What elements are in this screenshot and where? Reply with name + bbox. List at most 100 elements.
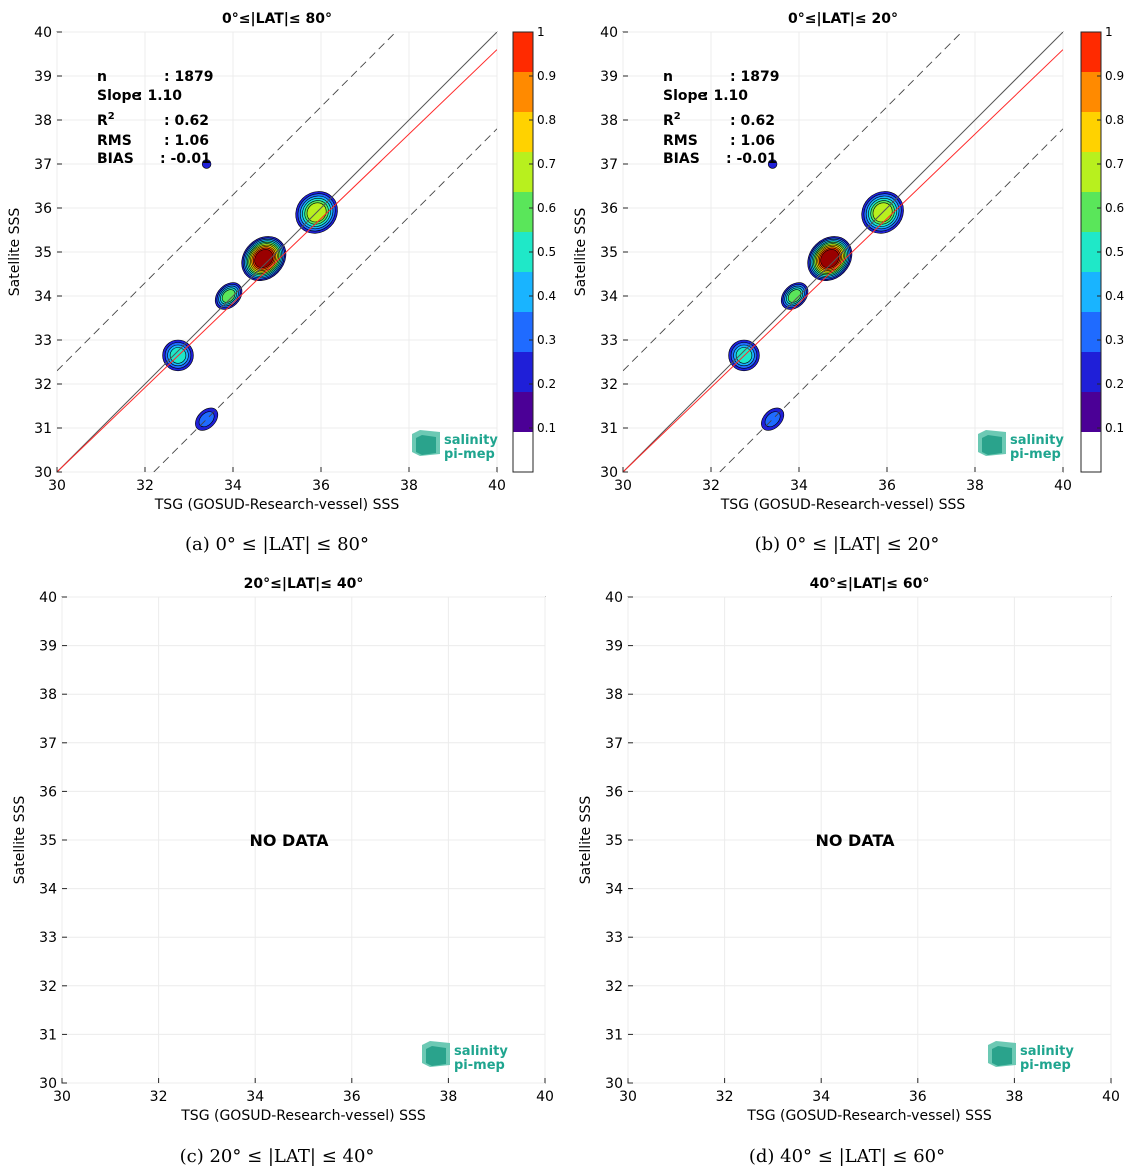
y-tick-label: 38 (34, 113, 52, 129)
colorbar-segment (1081, 32, 1101, 72)
colorbar-tick-label: 0.5 (537, 245, 556, 259)
y-tick-label: 39 (39, 639, 57, 655)
colorbar-segment (1081, 312, 1101, 352)
colorbar-tick-label: 0.8 (537, 113, 556, 127)
panel-caption: (c) 20° ≤ |LAT| ≤ 40° (180, 1146, 375, 1167)
stat-label: BIAS (663, 151, 700, 167)
y-tick-label: 34 (34, 289, 52, 305)
logo-line1: salinity (444, 433, 498, 448)
panel-c: 30 32 34 36 38 40 30 31 32 33 34 35 36 37 38 39 40 20°≤|L… (12, 576, 554, 1167)
y-tick-label: 38 (600, 113, 618, 129)
colorbar-tick-label: 0.4 (537, 289, 556, 303)
x-tick-label: 36 (909, 1089, 927, 1105)
stat-value: : 0.62 (164, 113, 209, 129)
panel-title: 40°≤|LAT|≤ 60° (810, 576, 930, 592)
y-tick-label: 32 (600, 377, 618, 393)
colorbar-segment (513, 72, 533, 112)
panel-caption: (d) 40° ≤ |LAT| ≤ 60° (749, 1146, 945, 1167)
y-tick-label: 36 (605, 784, 623, 800)
y-tick-label: 33 (600, 333, 618, 349)
x-tick-label: 32 (136, 478, 154, 494)
x-tick-label: 40 (1054, 478, 1072, 494)
contour-level (221, 289, 236, 303)
colorbar-tick-label: 0.1 (537, 421, 556, 435)
colorbar-segment (513, 152, 533, 192)
colorbar-segment (1081, 352, 1101, 392)
x-tick-label: 40 (1102, 1089, 1120, 1105)
x-axis-label: TSG (GOSUD-Research-vessel) SSS (720, 497, 966, 513)
x-tick-label: 38 (400, 478, 418, 494)
reference-lines (57, 32, 497, 472)
y-tick-label: 33 (34, 333, 52, 349)
logo-line2: pi-mep (454, 1058, 505, 1073)
y-tick-label: 35 (605, 833, 623, 849)
y-tick-label: 34 (39, 882, 57, 898)
colorbar-segment (513, 432, 533, 472)
stat-label: BIAS (97, 151, 134, 167)
colorbar-tick-label: 0.6 (537, 201, 556, 215)
y-axis-label: Satellite SSS (7, 208, 23, 297)
colorbar-tick-label: 0.3 (537, 333, 556, 347)
colorbar-segment (513, 272, 533, 312)
colorbar-segment (513, 392, 533, 432)
y-tick-label: 32 (39, 979, 57, 995)
lower-dashed-line (153, 128, 497, 472)
colorbar-tick-label: 0.5 (1105, 245, 1124, 259)
stat-label: R2 (663, 111, 681, 129)
y-tick-label: 39 (605, 639, 623, 655)
logo-line2: pi-mep (1020, 1058, 1071, 1073)
colorbar-segment (513, 192, 533, 232)
y-tick-label: 36 (600, 201, 618, 217)
colorbar: 0.1 0.2 0.3 0.4 0.5 0.6 0.7 0.8 0.9 1 (1080, 25, 1124, 473)
x-tick-label: 32 (150, 1089, 168, 1105)
colorbar-tick-label: 0.7 (1105, 157, 1124, 171)
colorbar-tick-label: 0.8 (1105, 113, 1124, 127)
regression-line (623, 49, 1063, 472)
colorbar-segment (1081, 192, 1101, 232)
y-tick-label: 31 (600, 421, 618, 437)
y-tick-label: 36 (39, 784, 57, 800)
logo-line1: salinity (1020, 1044, 1074, 1059)
colorbar-segment (1081, 72, 1101, 112)
x-tick-label: 38 (1005, 1089, 1023, 1105)
y-tick-label: 37 (34, 157, 52, 173)
colorbar-segment (513, 312, 533, 352)
regression-line (57, 49, 497, 472)
y-tick-label: 30 (605, 1076, 623, 1092)
colorbar-tick-label: 0.6 (1105, 201, 1124, 215)
x-axis-label: TSG (GOSUD-Research-vessel) SSS (154, 497, 400, 513)
colorbar-tick-label: 0.4 (1105, 289, 1124, 303)
panel-a: 30 32 34 36 38 40 30 31 32 33 34 35 36 37 38 39 40 0°≤|LA… (7, 11, 556, 555)
colorbar-tick-label: 0.3 (1105, 333, 1124, 347)
contour-level (767, 159, 778, 169)
x-tick-label: 38 (966, 478, 984, 494)
logo-line1: salinity (1010, 433, 1064, 448)
y-tick-label: 30 (600, 465, 618, 481)
y-tick-label: 35 (34, 245, 52, 261)
stat-value: : 1.06 (730, 133, 775, 149)
stat-label: R2 (97, 111, 115, 129)
y-tick-label: 40 (39, 590, 57, 606)
logo-mark-inner-icon (426, 1046, 446, 1066)
panel-d: 30 32 34 36 38 40 30 31 32 33 34 35 36 37 38 39 40 40°≤|L… (578, 576, 1120, 1167)
contour-level (201, 159, 212, 169)
colorbar-tick-label: 0.9 (1105, 69, 1124, 83)
stat-value: : 1.10 (703, 88, 748, 104)
colorbar-segment (1081, 232, 1101, 272)
x-tick-label: 38 (439, 1089, 457, 1105)
stats-block: n: 1879 Slope: 1.10 R2: 0.62 RMS: 1.06 BIAS:… (663, 69, 779, 167)
y-tick-label: 34 (605, 882, 623, 898)
panel-title: 0°≤|LAT|≤ 20° (788, 11, 898, 27)
logo-mark-inner-icon (416, 435, 436, 455)
logo-line2: pi-mep (1010, 447, 1061, 462)
stat-value: : 1879 (164, 69, 213, 85)
y-tick-label: 34 (600, 289, 618, 305)
colorbar-tick-label: 1 (537, 25, 545, 39)
y-tick-label: 37 (605, 736, 623, 752)
no-data-label: NO DATA (249, 831, 329, 850)
stat-value: : 1879 (730, 69, 779, 85)
colorbar-tick-label: 0.2 (1105, 377, 1124, 391)
